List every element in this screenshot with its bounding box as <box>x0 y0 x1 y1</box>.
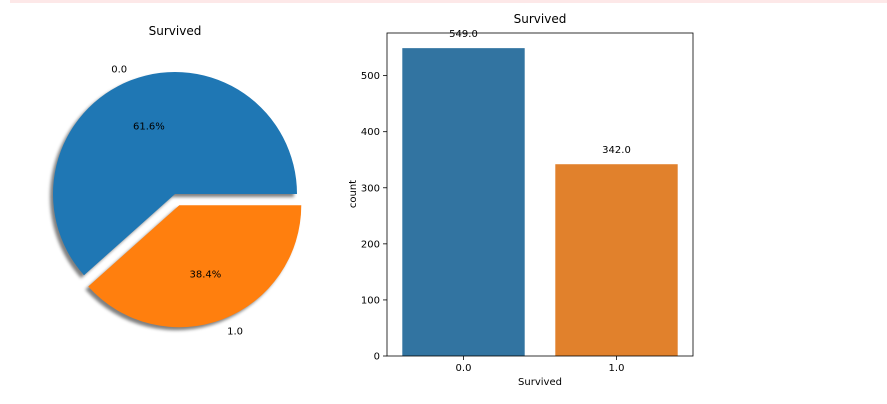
pie-category-label: 1.0 <box>227 327 243 338</box>
y-tick-label: 200 <box>361 239 380 250</box>
bar-chart-title: Survived <box>514 12 567 26</box>
x-tick-label: 0.0 <box>456 363 472 374</box>
pie-slice-1.0 <box>88 205 302 328</box>
y-axis-label: count <box>348 180 359 208</box>
cell-output-top-border <box>10 0 887 3</box>
y-tick-label: 0 <box>374 352 380 363</box>
y-tick-label: 100 <box>361 295 380 306</box>
pie-slices <box>52 71 302 328</box>
bar-plot-frame <box>386 32 694 357</box>
bar-1.0 <box>555 164 678 356</box>
x-axis-ticks: 0.0 1.0 <box>456 356 625 374</box>
pie-chart: Survived 61.6% 0.0 38.4% 1.0 <box>49 24 302 338</box>
pie-chart-title: Survived <box>149 24 202 38</box>
bar-chart: Survived 549.0 342.0 0 100 200 300 400 500 0.0… <box>348 12 694 388</box>
bar-value-label: 342.0 <box>602 145 631 156</box>
y-axis-ticks: 0 100 200 300 400 500 <box>361 71 387 363</box>
pie-labels: 61.6% 0.0 38.4% 1.0 <box>111 65 243 338</box>
pie-percent-label: 38.4% <box>189 270 221 281</box>
y-tick-label: 500 <box>361 71 380 82</box>
pie-slice-0.0 <box>52 71 298 276</box>
pie-percent-label: 61.6% <box>133 122 165 133</box>
bars <box>402 48 678 356</box>
y-tick-label: 300 <box>361 183 380 194</box>
pie-category-label: 0.0 <box>111 65 127 76</box>
bar-0.0 <box>402 48 525 356</box>
bar-value-labels: 549.0 342.0 <box>449 29 631 156</box>
bar-value-label: 549.0 <box>449 29 478 40</box>
x-axis-label: Survived <box>518 377 562 388</box>
y-tick-label: 400 <box>361 127 380 138</box>
x-tick-label: 1.0 <box>609 363 625 374</box>
